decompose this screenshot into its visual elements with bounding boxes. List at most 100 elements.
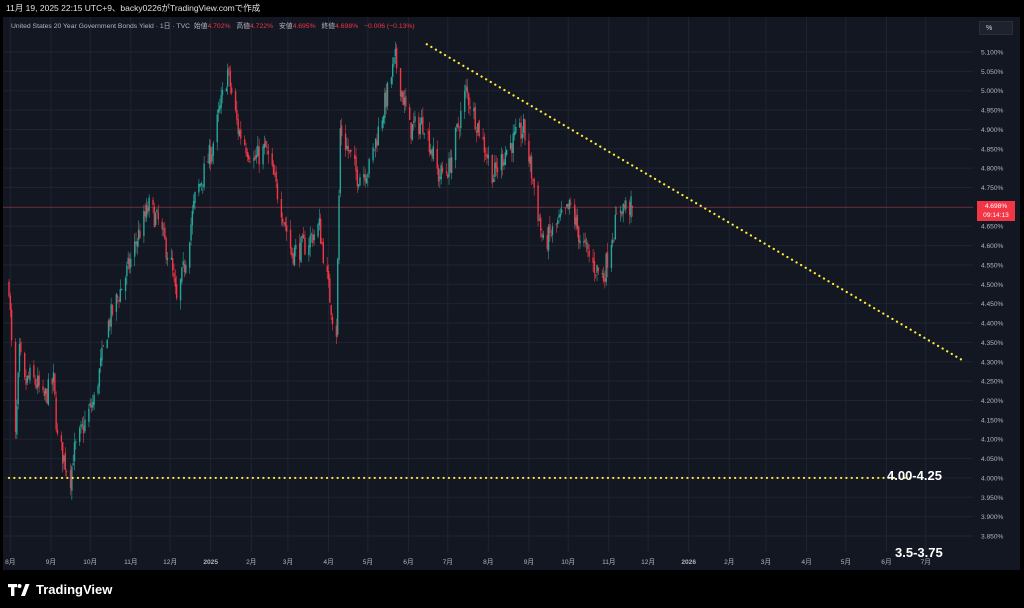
candle-body [584, 239, 586, 242]
change-value: −0.006 (−0.13%) [364, 23, 415, 30]
candle-body [120, 288, 123, 291]
candle-body [115, 294, 118, 312]
candle-body [56, 429, 59, 434]
candle-body [441, 167, 444, 173]
candle-body [410, 122, 412, 139]
candle-body [174, 277, 177, 287]
x-tick-label: 4月 [323, 558, 333, 566]
candle-body [134, 241, 136, 257]
candle-body [144, 211, 146, 217]
candle-body [593, 260, 596, 274]
candle-body [154, 213, 157, 226]
candle-body [521, 133, 524, 139]
candle-body [255, 154, 258, 158]
candle-body [107, 320, 110, 338]
x-tick-label: 2026 [681, 559, 696, 566]
candle-body [363, 173, 365, 178]
candle-body [331, 316, 334, 325]
candle-body [537, 185, 539, 221]
candle-body [46, 389, 48, 404]
candle-body [35, 384, 38, 388]
unit-button[interactable]: % [979, 21, 1013, 35]
candle-body [54, 373, 56, 395]
candle-body [555, 223, 558, 225]
y-tick-label: 4.150% [981, 417, 1004, 424]
y-tick-label: 4.550% [981, 262, 1004, 269]
x-tick-label: 9月 [524, 558, 534, 566]
candle-body [116, 296, 119, 298]
candle-body [473, 108, 475, 112]
candle-body [630, 196, 632, 218]
candle-body [128, 258, 131, 269]
candle-body [199, 183, 201, 187]
candle-body [329, 278, 331, 303]
candle-body [466, 87, 469, 93]
candle-body [51, 378, 53, 385]
chart-frame[interactable]: 5.100% 5.050% 5.000% 4.950% 4.900% 4.850% 4.80… [3, 17, 1020, 570]
candle-body [374, 138, 377, 149]
candle-body [504, 152, 507, 165]
last-price: 4.698% [984, 203, 1008, 210]
candle-body [394, 49, 397, 57]
candle-body [292, 253, 294, 264]
candle-body [29, 367, 31, 381]
candle-body [364, 174, 366, 182]
candle-body [350, 149, 352, 152]
low-value: 4.695% [292, 23, 316, 30]
candle-body [629, 202, 631, 216]
candle-body [340, 125, 343, 137]
candle-body [431, 149, 433, 157]
candle-body [275, 171, 277, 182]
y-tick-label: 4.050% [981, 456, 1004, 463]
candle-body [230, 87, 233, 93]
candle-body [445, 171, 448, 173]
open-label: 始値 [193, 23, 208, 30]
symbol-title[interactable]: United States 20 Year Government Bonds Y… [11, 23, 191, 30]
candle-body [181, 267, 183, 282]
candle-body [52, 372, 55, 383]
candle-body [208, 145, 211, 165]
x-tick-label: 7月 [921, 558, 931, 566]
candle-body [376, 140, 378, 146]
candle-body [372, 147, 374, 161]
candle-body [27, 375, 30, 378]
candle-body [602, 273, 605, 282]
candle-body [457, 123, 459, 128]
x-tick-label: 7月 [443, 558, 453, 566]
low-label: 安値 [278, 23, 293, 30]
candle-body [183, 263, 186, 272]
candle-body [139, 231, 141, 238]
descending-trendline[interactable] [425, 43, 967, 363]
tradingview-logo[interactable]: TradingView [8, 582, 112, 597]
candle-body [356, 169, 359, 187]
candle-body [82, 425, 85, 434]
candle-body [280, 198, 283, 218]
candle-body [427, 132, 429, 134]
candle-body [631, 206, 634, 208]
y-tick-label: 3.850% [981, 534, 1004, 541]
candle-body [412, 121, 415, 123]
candle-body [423, 133, 425, 135]
x-tick-label: 12月 [641, 558, 655, 566]
candle-body [111, 304, 114, 315]
candle-body [414, 116, 416, 122]
candle-body [55, 397, 57, 430]
candle-body [257, 145, 259, 157]
candle-body [547, 226, 550, 251]
candle-body [495, 162, 497, 169]
candle-body [319, 218, 322, 244]
candle-body [559, 213, 562, 217]
candle-body [293, 247, 296, 266]
candle-body [368, 159, 370, 174]
x-tick-label: 2月 [246, 558, 256, 566]
price-chart[interactable]: 5.100% 5.050% 5.000% 4.950% 4.900% 4.850% 4.80… [3, 17, 1020, 570]
candle-body [244, 139, 246, 145]
candle-body [623, 205, 626, 209]
candle-body [127, 257, 129, 265]
candle-body [106, 339, 108, 349]
x-tick-label: 6月 [881, 558, 891, 566]
candle-body [98, 368, 101, 387]
x-tick-label: 8月 [5, 558, 15, 566]
candle-body [209, 146, 212, 164]
candle-body [285, 225, 288, 232]
